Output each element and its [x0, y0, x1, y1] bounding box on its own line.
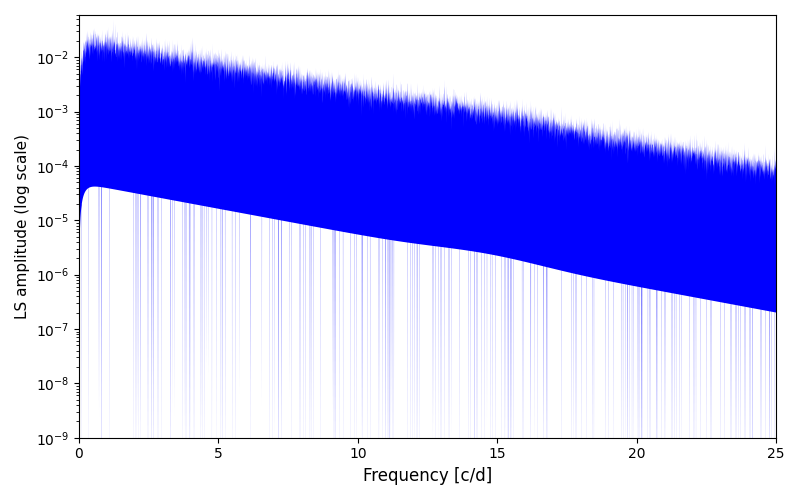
X-axis label: Frequency [c/d]: Frequency [c/d]: [363, 467, 492, 485]
Y-axis label: LS amplitude (log scale): LS amplitude (log scale): [15, 134, 30, 319]
